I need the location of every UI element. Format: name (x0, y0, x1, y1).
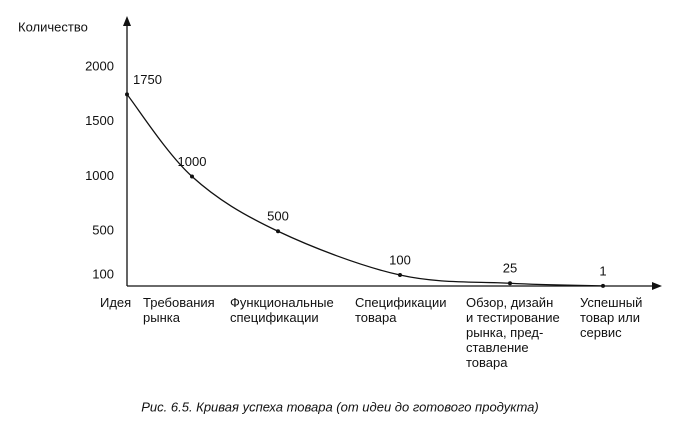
y-axis-arrow (123, 16, 131, 26)
point (190, 174, 194, 179)
x-tick-label-line: товара (466, 355, 508, 370)
x-tick-label-line: спецификации (230, 310, 319, 325)
caption: Рис. 6.5. Кривая успеха товара (от идеи … (141, 399, 539, 414)
x-tick-label: Успешный товар или сервис (580, 295, 642, 340)
point (601, 283, 605, 288)
x-axis-arrow (652, 282, 662, 290)
x-tick-label: Обзор, дизайн и тестирование рынка, пред-с… (466, 295, 560, 370)
x-tick-label-line: товар или (580, 310, 640, 325)
point (398, 273, 402, 278)
x-tick-label: Идея (100, 295, 131, 310)
x-tick-label: Спецификации товара (355, 295, 447, 325)
x-tick-label-line: и тестирование (466, 310, 560, 325)
x-tick-label-line: сервис (580, 325, 622, 340)
point (125, 92, 129, 97)
x-tick-label-line: Функциональные (230, 295, 334, 310)
point (508, 281, 512, 286)
value-label: 500 (267, 209, 289, 224)
y-tick-label: 1500 (85, 113, 114, 128)
x-tick-label-line: ставление (466, 340, 529, 355)
x-tick-label: Требования рынка (143, 295, 215, 325)
x-tick-label-line: Спецификации (355, 295, 447, 310)
value-label: 100 (389, 252, 411, 267)
point (276, 229, 280, 234)
value-label: 1000 (178, 154, 207, 169)
y-tick-label: 2000 (85, 58, 114, 73)
x-tick-label-line: рынка, пред- (466, 325, 543, 340)
x-tick-label: Функциональные спецификации (230, 295, 334, 325)
x-tick-label-line: Требования (143, 295, 215, 310)
y-tick-label: 100 (92, 266, 114, 281)
value-label: 1 (599, 263, 606, 278)
x-tick-label-line: Идея (100, 295, 131, 310)
y-tick-label: 1000 (85, 168, 114, 183)
value-label: 25 (503, 261, 517, 276)
y-axis-label: Количество (18, 19, 88, 34)
x-tick-label-line: рынка (143, 310, 181, 325)
curve (126, 93, 604, 287)
y-tick-label: 500 (92, 223, 114, 238)
x-tick-label-line: товара (355, 310, 397, 325)
x-tick-label-line: Успешный (580, 295, 642, 310)
x-tick-label-line: Обзор, дизайн (466, 295, 553, 310)
value-label: 1750 (133, 72, 162, 87)
